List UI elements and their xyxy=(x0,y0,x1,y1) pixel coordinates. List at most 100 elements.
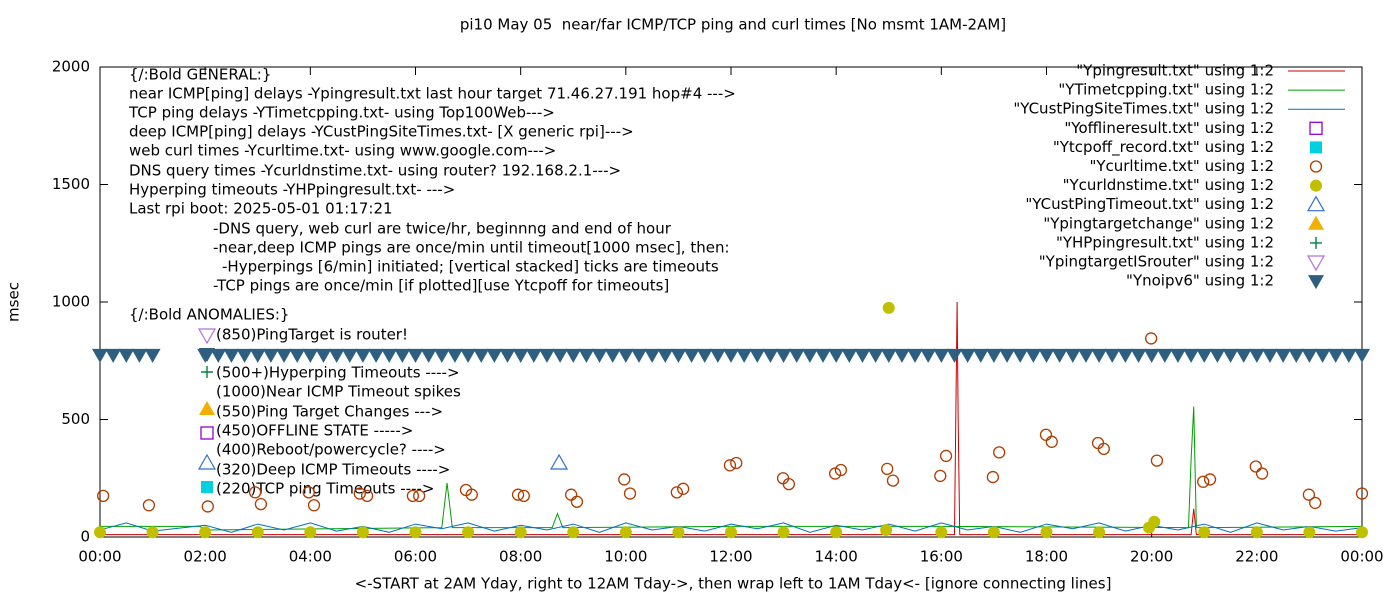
annotation: Last rpi boot: 2025-05-01 01:17:21 xyxy=(129,200,393,218)
data-line xyxy=(100,301,1362,536)
legend-label: "Ycurldnstime.txt" using 1:2 xyxy=(1063,176,1274,194)
data-point xyxy=(341,348,358,363)
data-point xyxy=(517,489,530,503)
annotation: {/:Bold GENERAL:} xyxy=(129,66,271,84)
data-point xyxy=(1275,348,1292,363)
data-point xyxy=(538,348,555,363)
data-point xyxy=(92,348,108,363)
data-point xyxy=(356,526,369,539)
data-point xyxy=(512,348,529,363)
data-point xyxy=(782,477,795,491)
data-point xyxy=(999,348,1016,363)
data-point xyxy=(499,348,516,363)
legend-label: "YpingtargetISrouter" using 1:2 xyxy=(1039,253,1274,271)
data-point xyxy=(854,348,871,363)
data-point xyxy=(972,348,989,363)
annotation: -DNS query, web curl are twice/hr, begin… xyxy=(213,220,672,238)
data-point xyxy=(564,488,578,501)
data-point xyxy=(465,488,478,501)
data-point xyxy=(223,348,240,363)
legend-symbol xyxy=(1309,121,1323,135)
data-point xyxy=(1314,348,1331,363)
data-point xyxy=(1301,348,1318,363)
data-point xyxy=(867,348,884,363)
legend-symbol xyxy=(1309,160,1323,173)
annotation: DNS query times -Ycurldnstime.txt- using… xyxy=(129,162,621,180)
data-point xyxy=(893,348,910,363)
data-point xyxy=(473,348,490,363)
data-point xyxy=(683,348,700,363)
legend-label: "Ytcpoff_record.txt" using 1:2 xyxy=(1053,138,1274,157)
data-point xyxy=(105,348,122,363)
data-point xyxy=(1197,475,1210,488)
data-point xyxy=(1235,348,1252,363)
data-point xyxy=(730,456,743,470)
data-point xyxy=(985,348,1002,363)
data-point xyxy=(307,499,321,512)
data-point xyxy=(881,462,894,476)
data-point xyxy=(409,526,422,539)
legend-label: "Ypingresult.txt" using 1:2 xyxy=(1076,62,1274,80)
chart-title: pi10 May 05 near/far ICMP/TCP ping and c… xyxy=(460,16,1006,34)
x-tick-label: 16:00 xyxy=(920,548,963,566)
x-tick-label: 18:00 xyxy=(1025,548,1068,566)
data-point xyxy=(834,463,848,477)
data-point xyxy=(907,348,924,363)
data-point xyxy=(236,348,253,363)
data-point xyxy=(749,348,766,363)
data-point xyxy=(289,348,306,363)
data-point xyxy=(604,348,621,363)
data-point xyxy=(619,526,632,539)
data-point xyxy=(987,526,1000,539)
annotation: (550)Ping Target Changes ---> xyxy=(216,403,443,421)
data-point xyxy=(618,473,631,486)
data-point xyxy=(886,474,900,487)
y-tick-label: 1500 xyxy=(52,175,90,193)
x-tick-label: 04:00 xyxy=(289,548,332,566)
annotation: (850)PingTarget is router! xyxy=(216,326,408,344)
data-point xyxy=(406,489,420,503)
annotation: Hyperping timeouts -YHPpingresult.txt- -… xyxy=(129,181,455,199)
data-point xyxy=(830,526,843,539)
annotation: (220)TCP ping Timeouts ----> xyxy=(216,480,434,498)
data-point xyxy=(882,301,895,314)
data-point xyxy=(725,526,737,539)
data-point xyxy=(709,348,726,363)
data-point xyxy=(1288,348,1305,363)
data-point xyxy=(828,348,845,363)
y-axis-label: msec xyxy=(5,282,23,322)
legend-label: "Yofflineresult.txt" using 1:2 xyxy=(1064,119,1274,137)
data-point xyxy=(777,526,790,539)
legend-label: "Ynoipv6" using 1:2 xyxy=(1126,272,1274,290)
data-point xyxy=(1250,526,1263,539)
data-point xyxy=(254,497,268,511)
legend-symbol xyxy=(1308,275,1324,290)
data-point xyxy=(567,526,580,539)
data-point xyxy=(131,348,148,363)
data-point xyxy=(723,348,739,363)
data-point xyxy=(1038,348,1055,363)
data-point xyxy=(1255,467,1269,480)
x-tick-label: 00:00 xyxy=(1340,548,1383,566)
data-point xyxy=(623,487,637,500)
data-point xyxy=(1039,428,1053,441)
data-point xyxy=(94,526,106,539)
data-point xyxy=(514,526,527,539)
data-point xyxy=(315,348,332,363)
data-point xyxy=(1150,454,1164,467)
annotation-symbol xyxy=(201,366,213,378)
data-point xyxy=(1091,348,1108,363)
data-point xyxy=(210,348,227,363)
y-tick-label: 500 xyxy=(61,410,90,428)
legend-label: "Ycurltime.txt" using 1:2 xyxy=(1089,157,1274,175)
legend-label: "YCustPingTimeout.txt" using 1:2 xyxy=(1025,195,1274,213)
data-point xyxy=(146,526,159,539)
data-point xyxy=(1355,487,1369,500)
data-point xyxy=(197,348,214,363)
data-point xyxy=(262,348,279,363)
data-point xyxy=(1209,348,1226,363)
data-point xyxy=(249,348,266,363)
data-point xyxy=(1356,526,1368,539)
data-point xyxy=(1203,473,1217,486)
data-point xyxy=(1169,348,1186,363)
